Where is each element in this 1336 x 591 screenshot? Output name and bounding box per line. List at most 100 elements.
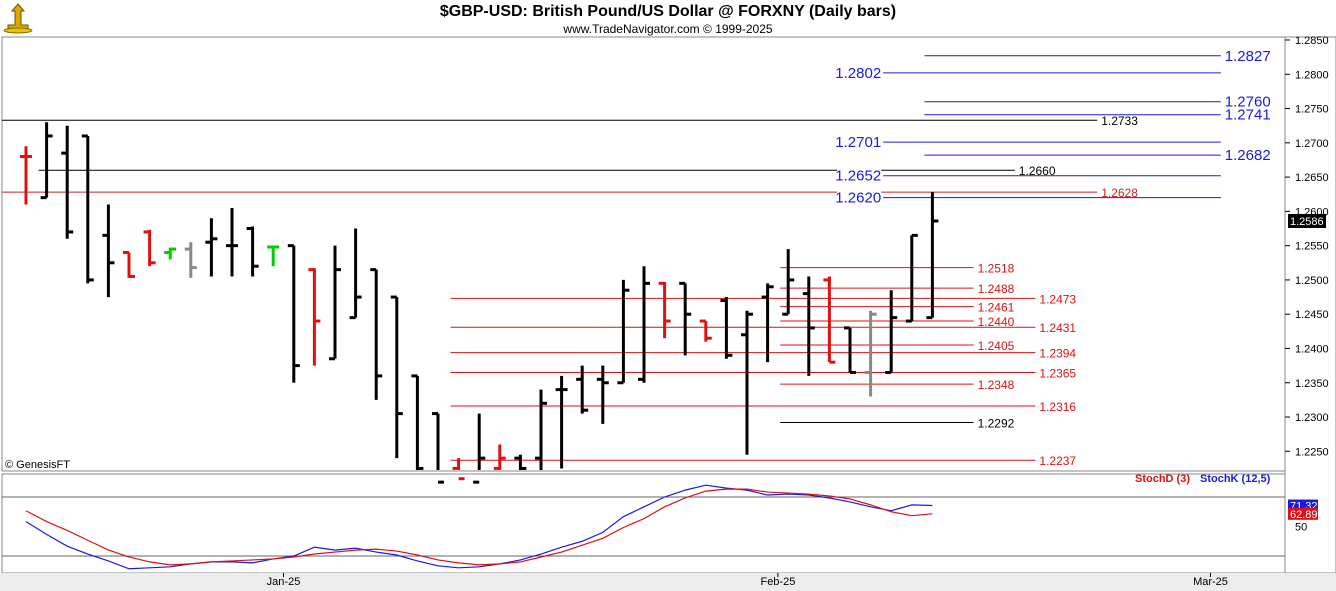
- ohlc-bar: [473, 413, 486, 484]
- level-label: 1.2628: [1101, 186, 1138, 200]
- price-tick-label: 1.2550: [1295, 241, 1329, 253]
- price-tick-label: 1.2350: [1295, 378, 1329, 390]
- ohlc-bar: [452, 458, 465, 481]
- last-price-badge: [1288, 213, 1326, 228]
- ohlc-bar: [658, 281, 671, 339]
- last-price-label: 1.2586: [1290, 216, 1324, 228]
- ohlc-bar: [679, 281, 692, 356]
- date-tick-label: Mar-25: [1193, 576, 1228, 588]
- level-label: 1.2741: [1225, 107, 1271, 124]
- ohlc-bar: [184, 242, 197, 278]
- date-tick-label: Feb-25: [760, 576, 795, 588]
- right-axis-frame: [1284, 36, 1336, 574]
- ohlc-bar: [576, 365, 589, 414]
- price-tick-label: 1.2250: [1295, 446, 1329, 458]
- ohlc-bar: [885, 290, 898, 374]
- chart-title: $GBP-USD: British Pound/US Dollar @ FORX…: [439, 3, 897, 20]
- ohlc-bar: [761, 283, 774, 363]
- level-label: 1.2733: [1101, 114, 1138, 128]
- ohlc-bar: [308, 268, 321, 366]
- ohlc-bar: [287, 244, 300, 383]
- level-label: 1.2660: [1019, 164, 1056, 178]
- ohlc-bar: [61, 125, 74, 239]
- price-tick-label: 1.2450: [1295, 309, 1329, 321]
- price-tick-label: 1.2750: [1295, 104, 1329, 116]
- stochd-last-label: 62.89: [1290, 509, 1318, 521]
- level-label: 1.2365: [1039, 366, 1076, 380]
- ohlc-bar: [535, 389, 547, 470]
- price-tick-label: 1.2650: [1295, 172, 1329, 184]
- ohlc-bar: [411, 374, 424, 470]
- stochd-legend: StochD (3): [1135, 473, 1190, 485]
- ohlc-bar: [905, 233, 918, 323]
- price-tick-label: 1.2800: [1295, 69, 1329, 81]
- ohlc-bar: [40, 122, 53, 200]
- level-label: 1.2518: [978, 262, 1015, 276]
- level-label: 1.2827: [1225, 48, 1271, 65]
- level-label: 1.2652: [835, 168, 881, 185]
- ohlc-bar: [432, 412, 444, 484]
- ohlc-bar: [20, 146, 32, 205]
- ohlc-bar: [844, 326, 856, 374]
- ohlc-bar: [699, 319, 712, 342]
- stochd-last-badge: [1288, 507, 1318, 520]
- ohlc-bar: [164, 247, 177, 260]
- level-label: 1.2292: [978, 417, 1015, 431]
- ohlc-bar: [596, 365, 609, 424]
- ohlc-bar: [123, 251, 135, 278]
- ohlc-bar: [555, 375, 568, 469]
- ohlc-bar: [81, 134, 94, 284]
- ohlc-bar: [741, 310, 753, 455]
- level-label: 1.2620: [835, 190, 881, 207]
- ohlc-bar: [638, 266, 650, 383]
- chart-header: $GBP-USD: British Pound/US Dollar @ FORX…: [0, 0, 1336, 37]
- ohlc-bar: [143, 229, 156, 267]
- date-axis-strip: [0, 573, 1336, 591]
- stochk-line: [25, 484, 933, 570]
- level-label-bg: [837, 167, 882, 184]
- chart-subtitle: www.TradeNavigator.com © 1999-2025: [563, 22, 773, 36]
- date-axis: Jan-25 Feb-25 Mar-25: [267, 573, 1228, 588]
- tradenavigator-logo-icon: [2, 2, 34, 34]
- level-label: 1.2802: [835, 65, 881, 82]
- level-label: 1.2760: [1225, 94, 1271, 111]
- price-bars: [20, 122, 939, 484]
- level-label: 1.2461: [978, 301, 1015, 315]
- level-label: 1.2405: [978, 339, 1015, 353]
- ohlc-bar: [246, 226, 259, 277]
- date-tick-label: Jan-25: [267, 576, 301, 588]
- level-label: 1.2440: [978, 315, 1015, 329]
- ohlc-bar: [823, 276, 836, 364]
- ohlc-bar: [802, 276, 815, 376]
- price-panel: [1, 36, 1286, 472]
- ohlc-bar: [514, 454, 527, 470]
- stochk-legend: StochK (12,5): [1200, 473, 1271, 485]
- ohlc-bar: [390, 295, 403, 459]
- level-label: 1.2701: [835, 134, 881, 151]
- copyright-label: © GenesisFT: [5, 459, 70, 471]
- stochastic-panel-frame: [1, 473, 1286, 574]
- level-label: 1.2473: [1039, 292, 1076, 306]
- ohlc-bar: [267, 245, 280, 267]
- level-label: 1.2394: [1039, 347, 1076, 361]
- price-tick-label: 1.2700: [1295, 138, 1329, 150]
- ohlc-bar: [205, 218, 218, 277]
- price-tick-label: 1.2850: [1295, 35, 1329, 47]
- level-label: 1.2682: [1225, 147, 1271, 164]
- ohlc-bar: [617, 279, 630, 385]
- level-label: 1.2488: [978, 282, 1015, 296]
- level-label: 1.2237: [1039, 454, 1076, 468]
- ohlc-bar: [864, 310, 877, 397]
- level-label: 1.2348: [978, 378, 1015, 392]
- ohlc-bar: [349, 228, 362, 320]
- price-tick-label: 1.2300: [1295, 412, 1329, 424]
- ohlc-bar: [102, 204, 115, 298]
- ohlc-bar: [926, 192, 939, 320]
- level-label-bg: [837, 64, 882, 81]
- ohlc-bar: [370, 268, 383, 400]
- level-label: 1.2431: [1039, 321, 1076, 335]
- ohlc-bar: [226, 207, 238, 277]
- stoch-tick-label: 50: [1295, 522, 1307, 534]
- ohlc-bar: [720, 297, 733, 359]
